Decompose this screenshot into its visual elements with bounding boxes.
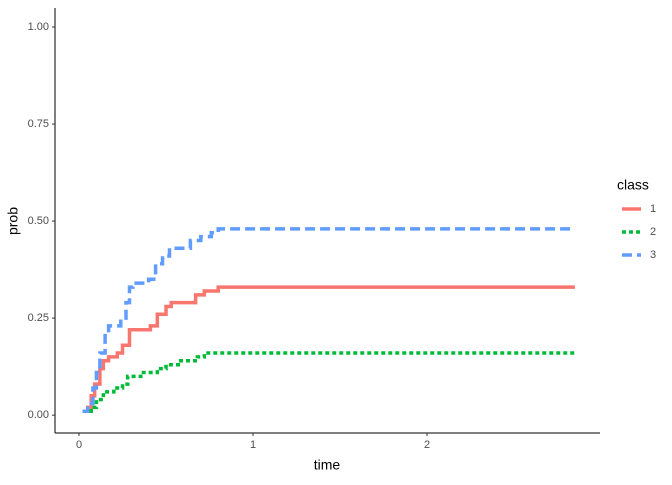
legend-label: 2	[650, 226, 656, 238]
step-line	[82, 285, 575, 414]
legend-label: 3	[650, 249, 656, 261]
x-tick-label: 0	[76, 439, 82, 451]
x-tick-label: 2	[424, 439, 430, 451]
legend-title: class	[617, 177, 649, 193]
x-tick-label: 1	[250, 439, 256, 451]
x-axis-title: time	[314, 457, 341, 473]
y-tick-label: 1.00	[28, 21, 49, 33]
y-tick-label: 0.25	[28, 312, 49, 324]
y-tick-label: 0.50	[28, 215, 49, 227]
y-axis-title: prob	[5, 207, 21, 235]
step-line	[82, 351, 575, 414]
step-line	[82, 227, 575, 414]
y-tick-label: 0.75	[28, 118, 49, 130]
legend-label: 1	[650, 203, 656, 215]
y-tick-label: 0.00	[28, 409, 49, 421]
